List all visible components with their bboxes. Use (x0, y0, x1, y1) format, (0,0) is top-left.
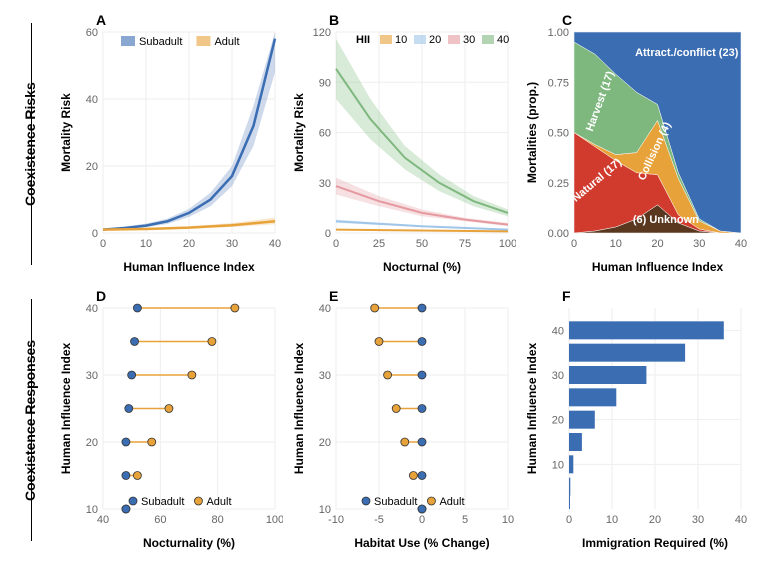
svg-text:1.00: 1.00 (548, 27, 569, 39)
svg-text:Human Influence Index: Human Influence Index (525, 342, 539, 474)
svg-text:50: 50 (416, 238, 428, 250)
svg-text:80: 80 (212, 514, 224, 526)
svg-text:30: 30 (693, 238, 705, 250)
svg-text:0.00: 0.00 (548, 228, 569, 240)
svg-text:10: 10 (610, 238, 622, 250)
svg-text:25: 25 (373, 238, 385, 250)
svg-text:Subadult: Subadult (139, 36, 182, 48)
svg-text:60: 60 (319, 128, 331, 140)
row-label-bottom: Coexistence Responses (10, 286, 50, 554)
svg-text:20: 20 (649, 514, 661, 526)
svg-text:10: 10 (395, 34, 407, 46)
svg-text:40: 40 (735, 238, 747, 250)
row-label-line2 (31, 299, 32, 540)
svg-text:60: 60 (86, 27, 98, 39)
svg-text:30: 30 (692, 514, 704, 526)
panel-letter-b: B (329, 12, 339, 28)
svg-text:30: 30 (86, 370, 98, 382)
svg-text:10: 10 (140, 238, 152, 250)
svg-text:10: 10 (606, 514, 618, 526)
svg-text:30: 30 (319, 370, 331, 382)
svg-text:Attract./conflict (23): Attract./conflict (23) (635, 47, 739, 59)
svg-text:40: 40 (269, 238, 281, 250)
svg-text:30: 30 (319, 178, 331, 190)
svg-text:10: 10 (552, 459, 564, 471)
svg-text:40: 40 (319, 303, 331, 315)
svg-text:Nocturnality (%): Nocturnality (%) (143, 536, 235, 550)
svg-text:Subadult: Subadult (141, 496, 184, 508)
svg-text:90: 90 (319, 77, 331, 89)
panel-b: B 0 30 60 90 120 0 25 50 75 100 Nocturnal (%) Morta… (291, 10, 516, 278)
svg-text:Human Influence Index: Human Influence Index (123, 260, 255, 274)
svg-text:0.50: 0.50 (548, 128, 569, 140)
row-label-top-text: Coexistence Risks (22, 82, 38, 206)
svg-text:5: 5 (462, 514, 468, 526)
svg-text:Human Influence Index: Human Influence Index (592, 260, 724, 274)
svg-text:40: 40 (97, 514, 109, 526)
svg-text:Nocturnal (%): Nocturnal (%) (383, 260, 461, 274)
panel-c: C 0.00 0.25 0.50 0.75 1.00 0 10 20 30 40 Human Inf… (524, 10, 749, 278)
svg-text:20: 20 (86, 437, 98, 449)
svg-text:Mortality Risk: Mortality Risk (59, 93, 73, 172)
svg-text:100: 100 (266, 514, 283, 526)
svg-text:20: 20 (552, 415, 564, 427)
panel-d: D 10203040406080100Nocturnality (%)Human… (58, 286, 283, 554)
figure-grid: Coexistence Risks A 0 20 40 60 0 10 20 30 40 Huma… (10, 10, 747, 554)
svg-text:Adult: Adult (214, 36, 239, 48)
svg-text:40: 40 (86, 303, 98, 315)
svg-text:Human Influence Index: Human Influence Index (292, 342, 306, 474)
svg-text:0.25: 0.25 (548, 178, 569, 190)
row-label-top: Coexistence Risks (10, 10, 50, 278)
svg-text:0: 0 (566, 514, 572, 526)
panel-letter-c: C (562, 12, 572, 28)
svg-text:40: 40 (552, 325, 564, 337)
svg-text:Adult: Adult (206, 496, 231, 508)
svg-text:0: 0 (325, 228, 331, 240)
svg-text:30: 30 (552, 370, 564, 382)
svg-text:Adult: Adult (439, 496, 464, 508)
svg-text:Immigration Required (%): Immigration Required (%) (582, 536, 728, 550)
svg-text:20: 20 (651, 238, 663, 250)
row-label-line (31, 23, 32, 264)
svg-text:40: 40 (497, 34, 509, 46)
row-label-bottom-text: Coexistence Responses (22, 339, 38, 500)
panel-letter-f: F (562, 288, 571, 304)
svg-text:30: 30 (226, 238, 238, 250)
svg-text:Subadult: Subadult (374, 496, 417, 508)
svg-text:-10: -10 (328, 514, 344, 526)
svg-text:30: 30 (463, 34, 475, 46)
svg-text:(6) Unknown: (6) Unknown (633, 214, 699, 226)
panel-letter-d: D (96, 288, 106, 304)
svg-text:HII: HII (356, 34, 370, 46)
svg-text:40: 40 (86, 94, 98, 106)
svg-text:0: 0 (571, 238, 577, 250)
svg-text:20: 20 (319, 437, 331, 449)
svg-text:100: 100 (499, 238, 516, 250)
svg-text:0.75: 0.75 (548, 77, 569, 89)
svg-text:Mortality Risk: Mortality Risk (292, 93, 306, 172)
svg-text:75: 75 (459, 238, 471, 250)
panel-f: F 0 10 20 30 40 10 20 30 40 Immigration Required … (524, 286, 749, 554)
svg-text:Habitat Use (% Change): Habitat Use (% Change) (354, 536, 489, 550)
svg-text:20: 20 (183, 238, 195, 250)
svg-text:20: 20 (86, 161, 98, 173)
panel-a: A 0 20 40 60 0 10 20 30 40 Human Influence Index M… (58, 10, 283, 278)
svg-text:0: 0 (419, 514, 425, 526)
panel-letter-a: A (96, 12, 106, 28)
svg-text:0: 0 (100, 238, 106, 250)
svg-text:Human Influence Index: Human Influence Index (59, 342, 73, 474)
svg-text:40: 40 (735, 514, 747, 526)
svg-text:60: 60 (154, 514, 166, 526)
svg-text:-5: -5 (374, 514, 384, 526)
svg-text:0: 0 (92, 228, 98, 240)
panel-letter-e: E (329, 288, 338, 304)
panel-e: E 10203040-10-50510Habitat Use (% Change… (291, 286, 516, 554)
svg-text:Mortalities (prop.): Mortalities (prop.) (525, 82, 539, 183)
svg-text:0: 0 (333, 238, 339, 250)
svg-text:120: 120 (313, 27, 331, 39)
svg-text:20: 20 (429, 34, 441, 46)
svg-text:10: 10 (502, 514, 514, 526)
